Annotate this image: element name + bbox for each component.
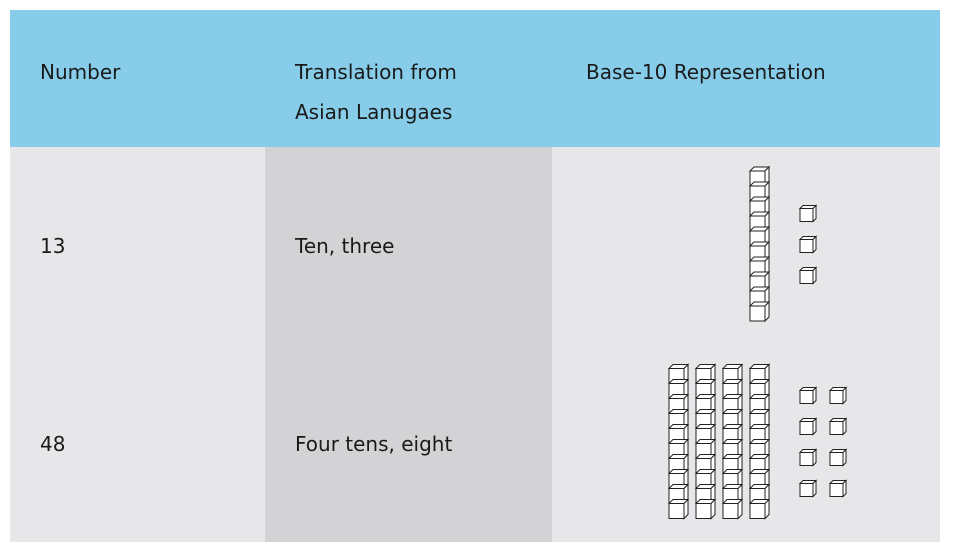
cube-face bbox=[683, 498, 689, 520]
header-cell: Number bbox=[10, 10, 265, 147]
header-text: Number bbox=[40, 60, 121, 84]
unit-cube bbox=[798, 266, 818, 285]
ten-rod bbox=[748, 363, 771, 520]
cube-face bbox=[749, 503, 766, 519]
number-cell: 48 bbox=[10, 345, 265, 542]
cell-text: 13 bbox=[40, 234, 66, 258]
unit-cube bbox=[798, 386, 818, 405]
cube-face bbox=[799, 390, 814, 404]
cube-face bbox=[799, 483, 814, 497]
cube-face bbox=[799, 208, 814, 222]
cube-face bbox=[829, 452, 844, 466]
table: Number Translation from Asian Lanugaes B… bbox=[10, 10, 940, 542]
unit-cube bbox=[798, 235, 818, 254]
cell-text: Ten, three bbox=[295, 234, 395, 258]
ten-rod bbox=[694, 363, 717, 520]
ten-rod bbox=[748, 165, 771, 323]
cube-face bbox=[799, 239, 814, 253]
cube-face bbox=[799, 270, 814, 284]
header-text: Translation from Asian Lanugaes bbox=[295, 60, 457, 124]
cube-face bbox=[710, 498, 716, 520]
cube-face bbox=[829, 421, 844, 435]
cell-text: Four tens, eight bbox=[295, 431, 453, 456]
cube-face bbox=[695, 503, 712, 519]
unit-cube bbox=[828, 386, 848, 405]
unit-cube bbox=[798, 448, 818, 467]
cube-face bbox=[668, 503, 685, 519]
unit-cube bbox=[798, 479, 818, 498]
representation-cell bbox=[552, 345, 940, 542]
translation-cell: Ten, three bbox=[265, 147, 552, 345]
translation-cell: Four tens, eight bbox=[265, 345, 552, 542]
unit-cube bbox=[828, 479, 848, 498]
cube-face bbox=[829, 483, 844, 497]
number-cell: 13 bbox=[10, 147, 265, 345]
ten-rod bbox=[667, 363, 690, 520]
cube-face bbox=[749, 305, 766, 322]
unit-cube bbox=[828, 417, 848, 436]
header-row: Number Translation from Asian Lanugaes B… bbox=[10, 10, 940, 147]
cube-face bbox=[799, 452, 814, 466]
base-ten-blocks bbox=[667, 363, 848, 520]
cell-text: 48 bbox=[40, 431, 66, 456]
table-row: 13 Ten, three bbox=[10, 147, 940, 345]
representation-cell bbox=[552, 147, 940, 345]
unit-cube bbox=[828, 448, 848, 467]
cube-face bbox=[764, 498, 770, 520]
ten-rod bbox=[721, 363, 744, 520]
cube-face bbox=[829, 390, 844, 404]
unit-cube bbox=[798, 204, 818, 223]
cube-face bbox=[737, 498, 743, 520]
table-row: 48 Four tens, eight bbox=[10, 345, 940, 542]
cube-face bbox=[764, 300, 770, 323]
header-cell: Base-10 Representation bbox=[552, 10, 940, 147]
header-text: Base-10 Representation bbox=[586, 60, 826, 84]
base-ten-blocks bbox=[748, 165, 818, 323]
header-cell: Translation from Asian Lanugaes bbox=[265, 10, 552, 147]
cube-face bbox=[722, 503, 739, 519]
unit-cube bbox=[798, 417, 818, 436]
cube-face bbox=[799, 421, 814, 435]
